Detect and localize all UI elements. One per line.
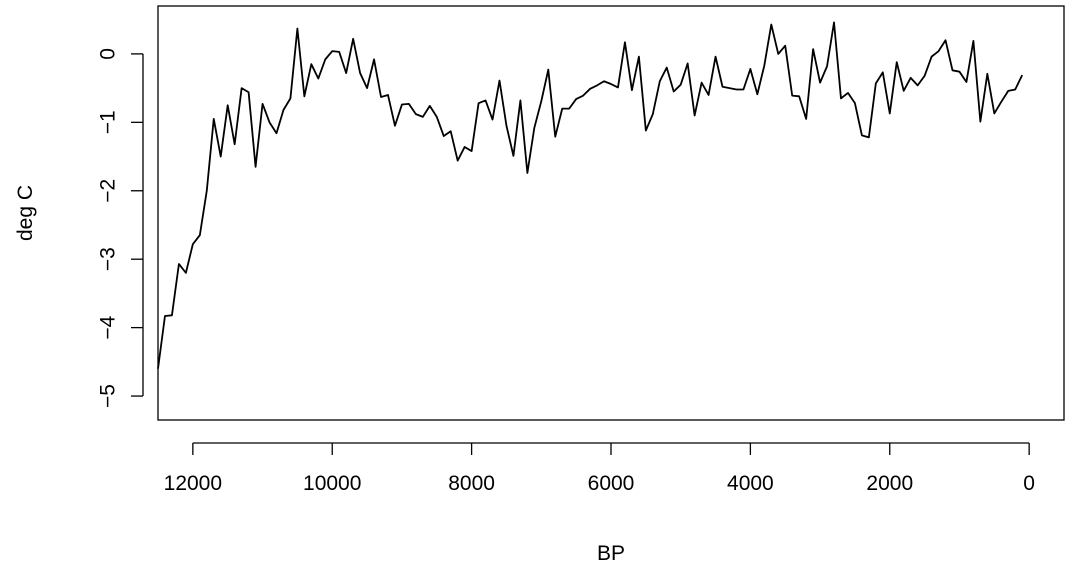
x-axis-label: BP: [597, 542, 625, 565]
x-tick-label: 6000: [588, 472, 635, 495]
series-line-0: [157, 21, 1023, 369]
x-tick-label: 2000: [866, 472, 913, 495]
y-tick-label: −2: [96, 179, 119, 203]
y-axis-label: deg C: [14, 185, 37, 241]
y-axis: −5 −4 −3 −2 −1 0: [96, 48, 144, 408]
plot-frame: [157, 5, 1065, 421]
x-tick-label: 12000: [164, 472, 222, 495]
y-tick-label: −3: [96, 247, 119, 271]
x-tick-label: 0: [1023, 472, 1035, 495]
series-layer: [157, 21, 1023, 369]
y-tick-label: −5: [96, 384, 119, 408]
x-axis: 12000 10000 8000 6000 4000 2000 0: [164, 442, 1035, 495]
y-tick-label: −4: [96, 315, 119, 339]
x-tick-label: 8000: [448, 472, 495, 495]
y-tick-label: −1: [96, 110, 119, 134]
x-tick-label: 10000: [303, 472, 361, 495]
x-tick-label: 4000: [727, 472, 774, 495]
y-tick-label: 0: [96, 48, 119, 60]
